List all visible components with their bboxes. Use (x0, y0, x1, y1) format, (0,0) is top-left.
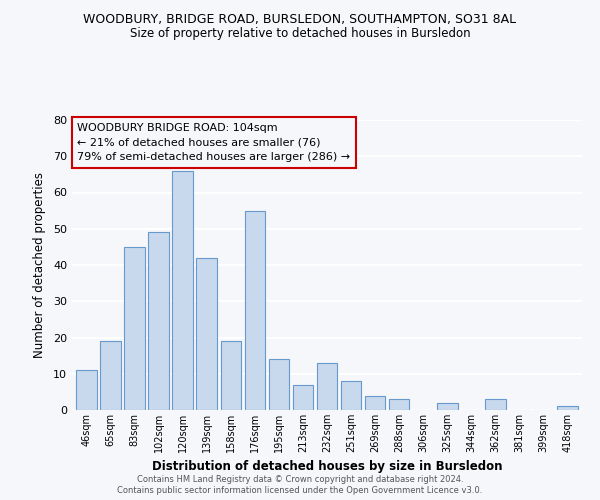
Bar (557, 406, 578, 410)
Bar (221, 341, 241, 410)
Text: Contains public sector information licensed under the Open Government Licence v3: Contains public sector information licen… (118, 486, 482, 495)
Bar (293, 384, 313, 410)
Bar (365, 396, 385, 410)
Bar (172, 171, 193, 410)
Text: WOODBURY BRIDGE ROAD: 104sqm
← 21% of detached houses are smaller (76)
79% of se: WOODBURY BRIDGE ROAD: 104sqm ← 21% of de… (77, 123, 350, 162)
Bar (389, 399, 409, 410)
Bar (196, 258, 217, 410)
Bar (148, 232, 169, 410)
Text: Size of property relative to detached houses in Bursledon: Size of property relative to detached ho… (130, 28, 470, 40)
Y-axis label: Number of detached properties: Number of detached properties (33, 172, 46, 358)
Bar (76, 370, 97, 410)
Text: WOODBURY, BRIDGE ROAD, BURSLEDON, SOUTHAMPTON, SO31 8AL: WOODBURY, BRIDGE ROAD, BURSLEDON, SOUTHA… (83, 12, 517, 26)
Bar (317, 363, 337, 410)
Bar (269, 359, 289, 410)
Bar (485, 399, 506, 410)
Bar (100, 341, 121, 410)
Bar (437, 403, 458, 410)
Bar (341, 381, 361, 410)
Text: Contains HM Land Registry data © Crown copyright and database right 2024.: Contains HM Land Registry data © Crown c… (137, 475, 463, 484)
Bar (245, 210, 265, 410)
Bar (124, 247, 145, 410)
X-axis label: Distribution of detached houses by size in Bursledon: Distribution of detached houses by size … (152, 460, 502, 473)
